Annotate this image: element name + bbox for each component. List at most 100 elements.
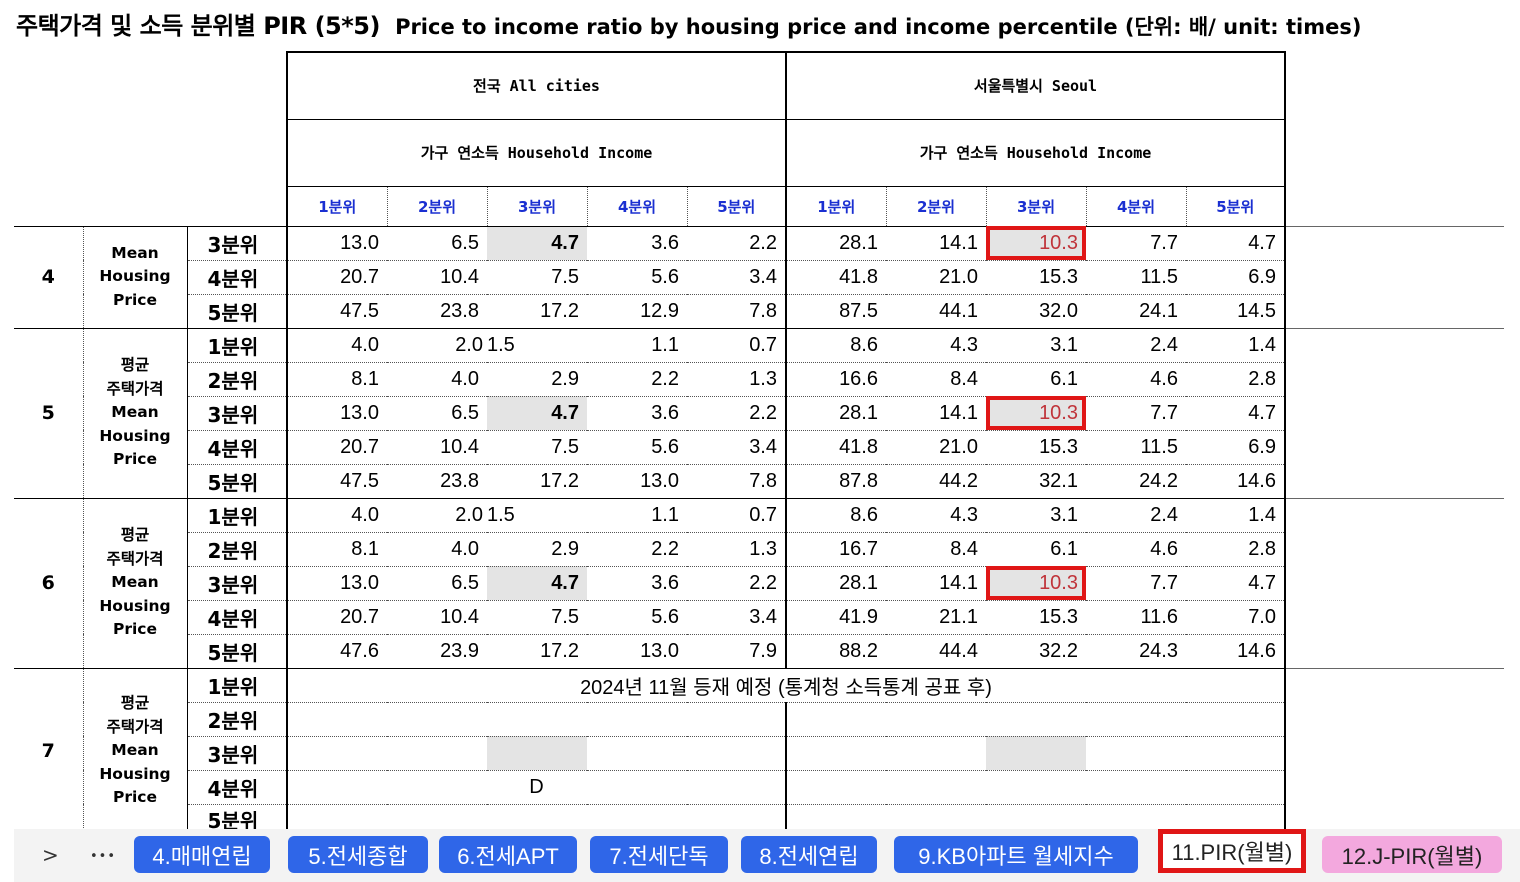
price-label-en: Price xyxy=(112,290,158,309)
group-number: 7 xyxy=(14,667,84,834)
pir-cell-all-cities: 47.6 xyxy=(287,634,387,669)
pir-cell-all-cities: 1.5 xyxy=(487,327,587,363)
pir-cell-seoul: 41.8 xyxy=(786,260,886,295)
price-quintile-label: 1분위 xyxy=(187,667,288,703)
pir-cell-all-cities: 2.2 xyxy=(587,362,687,397)
pir-cell-seoul: 4.6 xyxy=(1086,532,1186,567)
pir-cell-all-cities: 5.6 xyxy=(587,600,687,635)
table-row: 2분위 8.1 4.0 2.9 2.2 1.3 16.6 8.4 6.1 4.6 2.8 xyxy=(14,362,1504,397)
table-row: 5분위 47.5 23.8 17.2 13.0 7.8 87.8 44.2 32.1 24.2 14… xyxy=(14,464,1504,499)
pir-cell-all-cities: 3.4 xyxy=(687,430,787,465)
pir-cell-all-cities: 4.0 xyxy=(287,327,387,363)
sheet-tab[interactable]: 12.J-PIR(월별) xyxy=(1322,836,1502,873)
pir-cell-seoul: 10.3 xyxy=(986,566,1086,601)
income-quintile-header: 4분위 xyxy=(1086,185,1187,227)
pir-cell-all-cities: 3.4 xyxy=(687,600,787,635)
pir-cell-all-cities: 10.4 xyxy=(387,260,487,295)
table-row: 4분위 D xyxy=(14,770,1504,805)
price-quintile-label: 4분위 xyxy=(187,430,288,465)
sheet-tab[interactable]: 5.전세종합 xyxy=(288,836,428,873)
pir-cell-seoul: 2.4 xyxy=(1086,497,1186,533)
income-quintile-header: 5분위 xyxy=(687,185,787,227)
pir-cell-seoul: 8.4 xyxy=(886,362,986,397)
pir-cell-all-cities: 1.5 xyxy=(487,497,587,533)
price-label-en: Mean xyxy=(111,573,159,592)
pir-cell-seoul: 11.5 xyxy=(1086,260,1186,295)
pir-cell-all-cities: 6.5 xyxy=(387,566,487,601)
pir-cell-seoul: 7.7 xyxy=(1086,566,1186,601)
sheet-tab[interactable]: 7.전세단독 xyxy=(590,836,728,873)
price-quintile-label: 1분위 xyxy=(187,497,288,533)
pir-cell-all-cities: 8.1 xyxy=(287,362,387,397)
pir-cell-seoul: 88.2 xyxy=(786,634,886,669)
pir-cell-all-cities: 3.6 xyxy=(587,225,687,261)
pir-cell-seoul: 28.1 xyxy=(786,396,886,431)
pir-cell-seoul: 24.2 xyxy=(1086,464,1186,499)
price-quintile-label: 5분위 xyxy=(187,464,288,499)
table-row: 7 평균 주택가격 Mean Housing Price 1분위 2024년 11월 등재 예… xyxy=(14,667,1504,834)
price-quintile-label: 2분위 xyxy=(187,532,288,567)
pir-cell-seoul: 24.1 xyxy=(1086,294,1186,329)
pir-cell-all-cities: 7.5 xyxy=(487,260,587,295)
pir-cell-all-cities: 2.0 xyxy=(387,327,487,363)
pir-cell-all-cities: 20.7 xyxy=(287,430,387,465)
sheet-tab[interactable]: 8.전세연립 xyxy=(741,836,877,873)
price-quintile-label: 5분위 xyxy=(187,804,288,834)
sheet-tab[interactable]: 11.PIR(월별) xyxy=(1158,829,1306,873)
price-quintile-label: 3분위 xyxy=(187,566,288,601)
pir-cell-all-cities: 23.8 xyxy=(387,294,487,329)
pir-cell-all-cities: 1.1 xyxy=(587,497,687,533)
sheet-tab[interactable]: 9.KB아파트 월세지수 xyxy=(894,836,1138,873)
pir-cell-all-cities: 0.7 xyxy=(687,497,787,533)
pir-cell-all-cities: 13.0 xyxy=(587,634,687,669)
pir-cell-all-cities: 3.6 xyxy=(587,396,687,431)
pir-cell-seoul: 1.4 xyxy=(1186,327,1286,363)
income-quintile-header: 3분위 xyxy=(986,185,1087,227)
pir-cell-seoul: 6.1 xyxy=(986,532,1086,567)
pir-cell-all-cities: 7.5 xyxy=(487,430,587,465)
income-quintile-header: 2분위 xyxy=(886,185,987,227)
pir-table: 전국 All cities 서울특별시 Seoul 가구 연소득 Household… xyxy=(14,51,1504,834)
header-all-cities: 전국 All cities xyxy=(286,51,787,120)
pir-cell-seoul: 14.1 xyxy=(886,225,986,261)
pir-cell-seoul: 4.7 xyxy=(1186,566,1286,601)
pir-cell-seoul: 14.1 xyxy=(886,566,986,601)
price-label-en: Mean xyxy=(111,741,159,760)
price-label-ko: 주택가격 xyxy=(106,379,164,398)
next-sheet-arrow[interactable]: > xyxy=(42,843,59,867)
income-quintile-header: 1분위 xyxy=(785,185,887,227)
table-row: 4분위 20.7 10.4 7.5 5.6 3.4 41.9 21.1 15.3 11.6 7.0 xyxy=(14,600,1504,635)
pir-cell-all-cities: 7.8 xyxy=(687,294,787,329)
sheet-tab-bar: > ••• 4.매매연립 5.전세종합 6.전세APT 7.전세단독 8.전세연립 9.K… xyxy=(14,829,1520,882)
pir-cell-all-cities: 17.2 xyxy=(487,294,587,329)
group-number: 6 xyxy=(14,497,84,669)
sheet-tab[interactable]: 6.전세APT xyxy=(439,836,577,873)
pir-cell-all-cities: 7.9 xyxy=(687,634,787,669)
mean-housing-price-label: 평균 주택가격 Mean Housing Price xyxy=(83,497,188,669)
pir-cell-all-cities: 5.6 xyxy=(587,260,687,295)
pir-cell-seoul: 15.3 xyxy=(986,260,1086,295)
pir-cell-all-cities: 6.5 xyxy=(387,396,487,431)
price-quintile-label: 5분위 xyxy=(187,634,288,669)
price-quintile-label: 3분위 xyxy=(187,225,288,261)
price-label-en: Housing xyxy=(99,267,171,286)
pir-cell-seoul: 4.7 xyxy=(1186,396,1286,431)
pir-cell-seoul: 14.1 xyxy=(886,396,986,431)
title-english: Price to income ratio by housing price a… xyxy=(395,15,1362,39)
pir-cell-seoul: 6.9 xyxy=(1186,430,1286,465)
mean-housing-price-label: 평균 주택가격 Mean Housing Price xyxy=(83,327,188,499)
pir-cell-seoul: 10.3 xyxy=(986,396,1086,431)
pir-cell-all-cities: 2.2 xyxy=(687,225,787,261)
price-quintile-label: 3분위 xyxy=(187,736,288,771)
pir-cell-all-cities: 4.0 xyxy=(387,362,487,397)
pir-cell-seoul: 2.8 xyxy=(1186,532,1286,567)
table-row: 4분위 20.7 10.4 7.5 5.6 3.4 41.8 21.0 15.3 11.5 6.9 xyxy=(14,260,1504,295)
pir-cell-all-cities: 2.2 xyxy=(687,566,787,601)
more-sheets-icon[interactable]: ••• xyxy=(90,849,117,864)
pir-cell-seoul: 11.6 xyxy=(1086,600,1186,635)
table-row: 5분위 47.5 23.8 17.2 12.9 7.8 87.5 44.1 32.0 24.1 14… xyxy=(14,294,1504,329)
pir-cell-seoul: 16.7 xyxy=(786,532,886,567)
header-household-income: 가구 연소득 Household Income xyxy=(286,119,787,186)
pir-cell-seoul: 8.4 xyxy=(886,532,986,567)
sheet-tab[interactable]: 4.매매연립 xyxy=(134,836,270,873)
